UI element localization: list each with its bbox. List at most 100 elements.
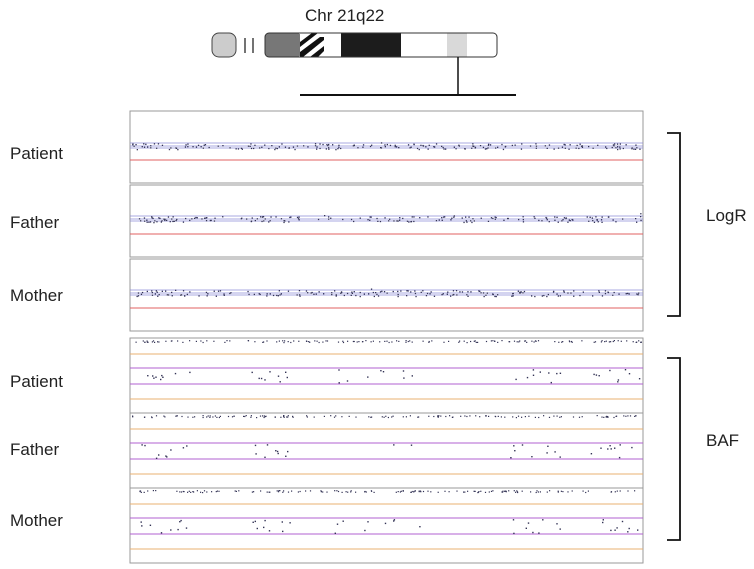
logr-point — [164, 219, 166, 222]
logr-point — [261, 220, 263, 223]
logr-point — [397, 293, 399, 296]
baf-point-top — [253, 491, 255, 493]
logr-point — [407, 144, 410, 146]
logr-point — [376, 293, 378, 296]
logr-point — [151, 216, 153, 218]
baf-point-het — [621, 520, 624, 523]
baf-point-top — [151, 417, 153, 419]
logr-mother-label: Mother — [10, 286, 63, 305]
logr-point — [488, 143, 490, 145]
logr-point — [298, 216, 300, 218]
baf-point-het — [287, 450, 289, 453]
baf-point-top — [219, 415, 221, 417]
logr-point — [593, 221, 596, 223]
baf-point-top — [274, 416, 276, 418]
baf-point-top — [292, 415, 294, 417]
baf-point-het — [527, 522, 530, 524]
logr-point — [380, 147, 383, 149]
logr-point — [296, 294, 298, 296]
logr-point — [159, 217, 161, 220]
logr-point — [380, 147, 382, 149]
logr-point — [307, 146, 309, 148]
baf-point-het — [254, 520, 256, 523]
baf-point-top — [501, 340, 503, 342]
logr-point — [433, 295, 436, 297]
baf-point-het — [186, 445, 188, 447]
logr-point — [266, 293, 268, 295]
logr-point — [154, 293, 156, 295]
logr-point — [567, 221, 569, 223]
logr-point — [399, 217, 401, 219]
baf-point-top — [330, 415, 332, 417]
baf-point-top — [578, 416, 581, 418]
ideogram-band-q22 — [447, 33, 467, 57]
logr-point — [521, 143, 523, 145]
baf-point-top — [524, 340, 526, 342]
logr-point — [608, 216, 610, 218]
logr-point — [406, 290, 408, 292]
baf-point-het — [610, 448, 612, 450]
logr-point — [275, 216, 277, 218]
logr-point — [612, 144, 615, 146]
logr-point — [625, 144, 627, 146]
baf-point-het — [155, 376, 157, 378]
logr-point — [606, 147, 608, 150]
logr-point — [501, 143, 503, 146]
logr-point — [237, 148, 240, 150]
logr-point — [287, 290, 290, 292]
baf-point-top — [143, 491, 145, 493]
baf-point-top — [594, 341, 597, 343]
baf-point-top — [515, 491, 517, 493]
baf-point-het — [258, 377, 260, 380]
logr-point — [459, 291, 461, 293]
baf-point-top — [336, 490, 338, 492]
logr-point — [208, 146, 210, 149]
baf-point-het — [279, 381, 281, 383]
logr-point — [410, 146, 412, 148]
baf-point-top — [209, 416, 211, 418]
baf-point-top — [231, 416, 234, 418]
logr-point — [482, 146, 485, 149]
baf-point-het — [525, 527, 527, 529]
baf-point-top — [146, 340, 148, 342]
baf-point-top — [243, 415, 245, 417]
logr-point — [315, 293, 317, 295]
logr-point — [598, 290, 600, 292]
logr-point — [276, 294, 278, 297]
logr-point — [296, 145, 299, 147]
baf-point-top — [238, 490, 240, 492]
logr-point — [335, 294, 337, 296]
logr-point — [410, 291, 412, 293]
logr-point — [415, 295, 417, 298]
baf-point-top — [263, 415, 265, 417]
baf-point-top — [405, 416, 407, 418]
baf-point-het — [162, 376, 164, 378]
logr-point — [303, 145, 305, 147]
logr-point — [195, 146, 198, 148]
logr-point — [297, 218, 300, 220]
baf-point-het — [275, 450, 277, 452]
baf-point-top — [549, 490, 551, 492]
logr-point — [523, 290, 526, 293]
logr-point — [435, 220, 438, 222]
logr-point — [442, 146, 444, 149]
logr-point — [298, 290, 301, 292]
logr-point — [582, 291, 584, 293]
baf-point-top — [480, 490, 482, 492]
baf-point-top — [400, 490, 402, 492]
logr-point — [561, 146, 564, 148]
logr-point — [617, 148, 619, 151]
logr-point — [466, 221, 468, 223]
logr-point — [547, 293, 549, 296]
baf-point-top — [132, 415, 134, 417]
baf-point-top — [264, 416, 266, 418]
baf-point-het — [149, 524, 152, 526]
baf-point-top — [535, 340, 537, 342]
logr-point — [396, 146, 398, 148]
baf-point-top — [572, 416, 575, 418]
logr-point — [340, 292, 342, 294]
baf-point-top — [571, 341, 573, 343]
logr-point — [541, 295, 543, 297]
baf-point-het — [627, 531, 629, 533]
logr-point — [359, 295, 361, 298]
